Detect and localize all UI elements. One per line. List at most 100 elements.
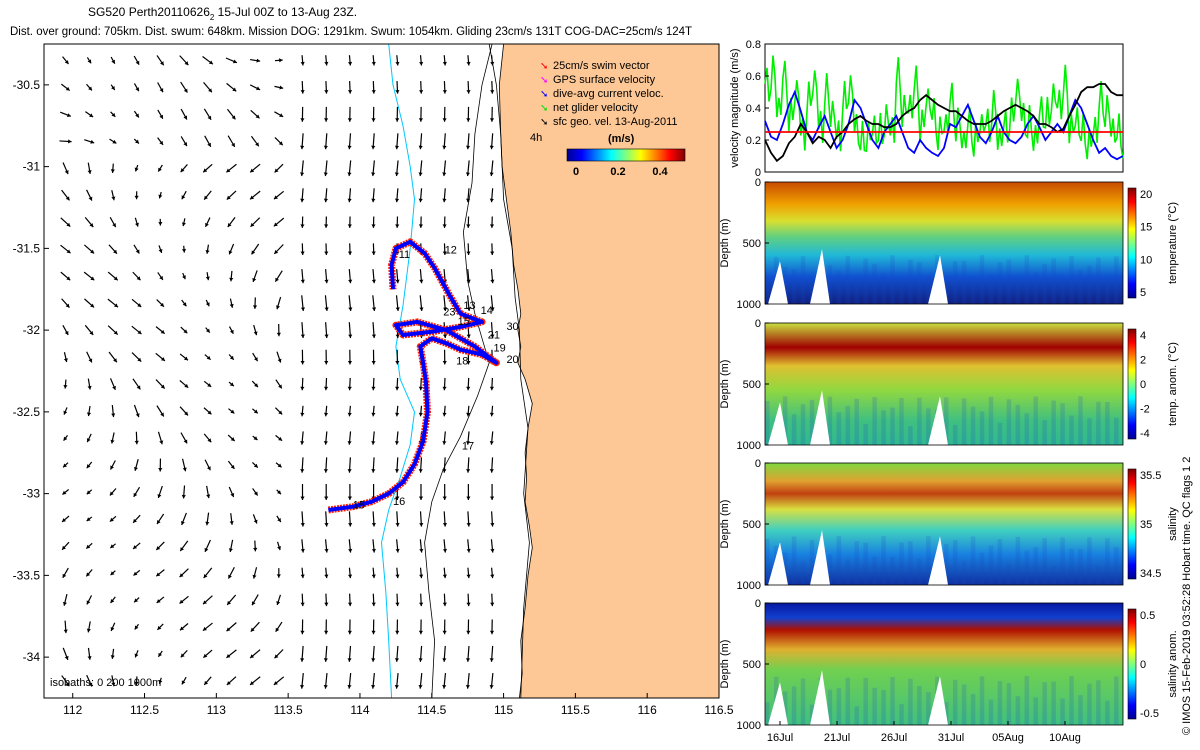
velocity-arrow <box>228 408 235 414</box>
velocity-arrow <box>86 433 92 443</box>
map-x-ticks: 112 112.5 113 113.5 114 114.5 115 115.5 116 116.5 <box>63 693 734 717</box>
velocity-arrow <box>109 460 116 470</box>
section-texture <box>1060 281 1065 304</box>
section-texture <box>1114 417 1119 445</box>
velocity-arrow <box>181 218 186 227</box>
day-label: 15 <box>353 499 365 511</box>
legend-entry: ➘ dive-avg current veloc. <box>540 88 664 100</box>
velocity-arrow <box>371 322 376 339</box>
velocity-arrow <box>111 190 116 201</box>
section-colorbar <box>1127 187 1137 299</box>
velocity-arrow <box>274 163 284 173</box>
velocity-arrow <box>276 515 282 523</box>
velocity-arrow <box>276 296 282 310</box>
velocity-arrow <box>371 377 376 391</box>
velocity-arrow <box>324 483 329 500</box>
velocity-arrow <box>252 461 259 469</box>
section-texture <box>881 536 886 585</box>
section-texture <box>1069 255 1074 304</box>
velocity-arrow <box>205 327 211 333</box>
velocity-arrow <box>108 351 118 363</box>
y-tick-label: -32 <box>23 323 41 337</box>
velocity-arrow <box>347 81 353 94</box>
section-texture <box>1078 396 1083 445</box>
section-texture <box>854 541 859 585</box>
velocity-arrow <box>324 539 329 553</box>
velocity-arrow <box>323 160 328 177</box>
section-texture <box>961 260 967 304</box>
velocity-arrow <box>62 162 69 175</box>
section-texture <box>791 414 797 445</box>
velocity-arrow <box>395 405 400 417</box>
velocity-arrow <box>347 405 352 417</box>
velocity-arrow <box>466 81 471 94</box>
velocity-panel: 0 0.2 0.4 0.6 0.8 velocity magnitude (m/s) <box>729 39 1124 179</box>
velocity-arrow <box>274 85 284 90</box>
legend-entry: ➘ GPS surface velocity <box>540 74 656 86</box>
velocity-arrow <box>59 111 72 118</box>
section-texture <box>1078 549 1083 585</box>
velocity-arrow <box>132 514 141 524</box>
section-texture <box>1060 537 1065 585</box>
section-texture <box>1096 565 1101 585</box>
section-texture <box>926 692 931 725</box>
colorbar-tick: 5 <box>1140 287 1146 299</box>
section-texture <box>782 691 788 725</box>
velocity-arrow <box>442 593 447 607</box>
velocity-arrow <box>158 458 163 472</box>
velocity-arrow <box>418 133 423 150</box>
velocity-arrow <box>158 677 163 685</box>
velocity-arrow <box>442 133 447 150</box>
x-tick-label: 113.5 <box>274 703 303 717</box>
day-label: 11 <box>399 249 410 261</box>
velocity-arrow <box>133 404 140 418</box>
section-texture <box>961 398 967 445</box>
velocity-arrow <box>418 619 423 635</box>
velocity-arrow <box>300 243 305 256</box>
velocity-arrow <box>300 188 305 203</box>
y-tick-label: -31.5 <box>13 241 41 255</box>
velocity-arrow <box>181 299 187 307</box>
y-tick-label: 0 <box>755 598 761 610</box>
velocity-arrow <box>275 462 282 468</box>
velocity-arrow <box>394 672 399 689</box>
velocity-arrow <box>324 511 329 527</box>
velocity-arrow <box>275 621 283 633</box>
velocity-arrow <box>348 55 353 66</box>
velocity-arrow <box>419 539 424 553</box>
velocity-arrow <box>490 322 495 339</box>
velocity-arrow <box>107 325 119 335</box>
map-legend: ➘ 25cm/s swim vector ➘ GPS surface velocit… <box>530 60 686 178</box>
section-texture <box>809 399 815 445</box>
velocity-arrow <box>371 431 376 445</box>
colorbar-tick: 0 <box>1140 379 1146 391</box>
x-tick-label: 115.5 <box>561 703 590 717</box>
colorbar-title: (m/s) <box>608 133 635 145</box>
section-texture <box>881 690 886 725</box>
section-texture <box>890 556 895 585</box>
velocity-arrow <box>229 513 234 525</box>
velocity-arrow <box>273 190 285 200</box>
section-texture <box>1078 270 1083 304</box>
velocity-arrow <box>83 271 95 281</box>
section-texture <box>827 689 833 725</box>
velocity-arrow <box>419 269 424 284</box>
no-data-region <box>768 402 788 445</box>
velocity-arrow <box>394 645 400 662</box>
section-texture <box>979 676 985 725</box>
velocity-arrow <box>155 326 166 335</box>
section-texture <box>944 543 949 585</box>
section-texture <box>765 285 770 304</box>
x-tick-label: 113 <box>207 703 226 717</box>
velocity-arrow <box>85 111 94 118</box>
velocity-arrow <box>86 57 92 64</box>
section-texture <box>908 426 913 445</box>
section-texture <box>970 536 976 585</box>
no-data-region <box>928 536 948 585</box>
velocity-arrow <box>371 672 376 689</box>
section-texture <box>970 277 976 304</box>
velocity-arrow <box>61 189 70 201</box>
velocity-arrow <box>86 489 93 495</box>
velocity-arrow <box>179 623 189 631</box>
section-texture <box>800 678 806 725</box>
